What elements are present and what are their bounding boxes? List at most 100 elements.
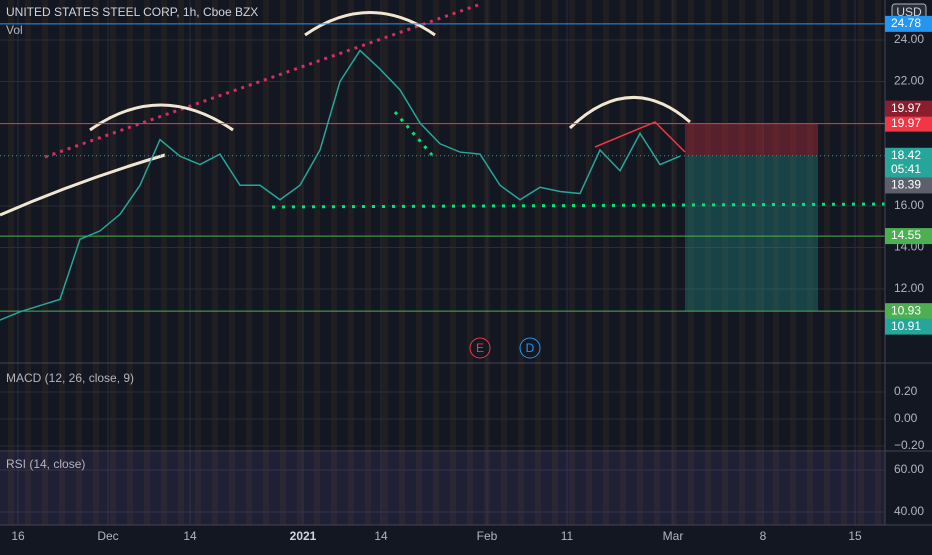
stripe (110, 0, 116, 525)
stripe (195, 0, 201, 525)
stripe (212, 0, 218, 525)
stripe (467, 0, 473, 525)
trend-line (0, 153, 166, 217)
stripe (76, 0, 82, 525)
stripe (127, 0, 133, 525)
stripe (858, 0, 864, 525)
left-shoulder (89, 103, 234, 132)
price-tick-label: 24.00 (894, 32, 924, 46)
stripe (416, 0, 422, 525)
right-shoulder (568, 95, 691, 130)
macd-tick-label: −0.20 (894, 438, 925, 452)
time-tick-label: Feb (477, 529, 498, 543)
stripe (637, 0, 643, 525)
axes: 16 Dec 14 2021 14 Feb 11 Mar 8 15 24.00 22.00 16.00 1… (11, 15, 932, 543)
stripe (399, 0, 405, 525)
price-tag (885, 15, 932, 32)
stripe (382, 0, 388, 525)
stripe (620, 0, 626, 525)
price-tag-label: 19.97 (891, 116, 921, 130)
time-tick-label: 2021 (290, 529, 317, 543)
volume-label: Vol (6, 23, 23, 37)
grid (0, 0, 885, 525)
stripe (93, 0, 99, 525)
stop-zone (685, 123, 818, 156)
symbol-title: UNITED STATES STEEL CORP, 1h, Cboe BZX (6, 5, 258, 19)
currency[interactable]: USD (896, 5, 922, 19)
neckline (271, 202, 886, 209)
rsi-tick-label: 40.00 (894, 504, 924, 518)
price-tag-label: 14.55 (891, 228, 921, 242)
price-tag-label: 18.42 (891, 148, 921, 162)
stripe (518, 0, 524, 525)
stripe (875, 0, 881, 525)
price-tag (885, 318, 932, 335)
stripe (654, 0, 660, 525)
levels (0, 23, 885, 312)
price-tag (885, 100, 932, 117)
time-tick-label: 14 (183, 529, 197, 543)
stripe (348, 0, 354, 525)
price-tag-label: 10.93 (891, 303, 921, 317)
price-tag (885, 147, 932, 178)
stripe (433, 0, 439, 525)
time-tick-label: Dec (97, 529, 118, 543)
stripe (807, 0, 813, 525)
macd-title: MACD (12, 26, close, 9) (6, 371, 134, 385)
price-line (0, 49, 681, 321)
stripe (773, 0, 779, 525)
dividend-event[interactable] (519, 337, 541, 359)
time-tick-label: 16 (11, 529, 25, 543)
stripe (178, 0, 184, 525)
stripe (450, 0, 456, 525)
stripe (8, 0, 14, 525)
time-tick-label: 14 (374, 529, 388, 543)
time-tick-label: 15 (848, 529, 862, 543)
stripe (297, 0, 303, 525)
stripe (246, 0, 252, 525)
stripe (331, 0, 337, 525)
event-label[interactable]: E (476, 341, 484, 355)
stripe (824, 0, 830, 525)
stripe (263, 0, 269, 525)
stripe (161, 0, 167, 525)
price-tag-label: 19.97 (891, 101, 921, 115)
stripe (535, 0, 541, 525)
stripe (756, 0, 762, 525)
target-zone (685, 155, 818, 312)
stripe (569, 0, 575, 525)
macd-tick-label: 0.20 (894, 384, 918, 398)
countdown: 05:41 (891, 162, 921, 176)
stripe (586, 0, 592, 525)
stripe (552, 0, 558, 525)
stripe (722, 0, 728, 525)
time-tick-label: 11 (561, 529, 574, 543)
stripe (314, 0, 320, 525)
time-tick-label: Mar (663, 529, 684, 543)
price-tag-label: 10.91 (891, 319, 921, 333)
rsi-tick-label: 60.00 (894, 462, 924, 476)
price-tag (885, 228, 932, 245)
stripe (280, 0, 286, 525)
price-tag (885, 303, 932, 320)
stripe (59, 0, 65, 525)
stripe (688, 0, 694, 525)
earnings-event[interactable] (469, 337, 491, 359)
time-tick-label: 8 (760, 529, 767, 543)
event-label[interactable]: D (526, 341, 535, 355)
wedge-line (594, 121, 686, 153)
price-tick-label: 22.00 (894, 74, 924, 88)
price-tag (885, 177, 932, 194)
stripe (25, 0, 31, 525)
stripe (229, 0, 235, 525)
stripe (603, 0, 609, 525)
stripe (705, 0, 711, 525)
price-tag (885, 115, 932, 132)
rsi-title: RSI (14, close) (6, 457, 85, 471)
stripe (739, 0, 745, 525)
stripe (501, 0, 507, 525)
head (304, 11, 436, 37)
stripe (42, 0, 48, 525)
